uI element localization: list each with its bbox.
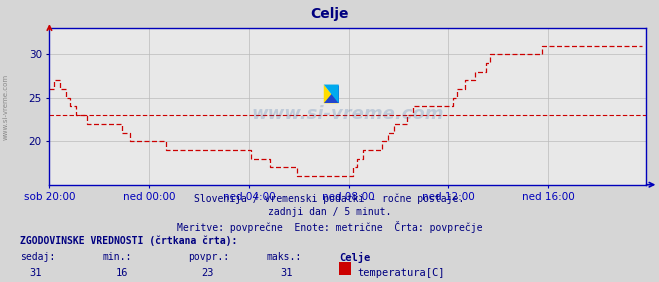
Text: www.si-vreme.com: www.si-vreme.com: [2, 74, 9, 140]
Text: Slovenija / vremenski podatki - ročne postaje.: Slovenija / vremenski podatki - ročne po…: [194, 193, 465, 204]
Text: Meritve: povprečne  Enote: metrične  Črta: povprečje: Meritve: povprečne Enote: metrične Črta:…: [177, 221, 482, 233]
Text: ZGODOVINSKE VREDNOSTI (črtkana črta):: ZGODOVINSKE VREDNOSTI (črtkana črta):: [20, 235, 237, 246]
Text: 31: 31: [30, 268, 42, 278]
Text: Celje: Celje: [310, 7, 349, 21]
Text: www.si-vreme.com: www.si-vreme.com: [251, 105, 444, 123]
Text: Celje: Celje: [339, 252, 370, 263]
Text: temperatura[C]: temperatura[C]: [357, 268, 445, 278]
Text: 31: 31: [280, 268, 293, 278]
Text: zadnji dan / 5 minut.: zadnji dan / 5 minut.: [268, 207, 391, 217]
Text: sedaj:: sedaj:: [20, 252, 55, 262]
Text: 16: 16: [115, 268, 128, 278]
Text: povpr.:: povpr.:: [188, 252, 229, 262]
Polygon shape: [324, 85, 339, 103]
Polygon shape: [324, 85, 339, 103]
Text: min.:: min.:: [102, 252, 132, 262]
Polygon shape: [324, 85, 339, 103]
Text: 23: 23: [201, 268, 214, 278]
Text: maks.:: maks.:: [267, 252, 302, 262]
